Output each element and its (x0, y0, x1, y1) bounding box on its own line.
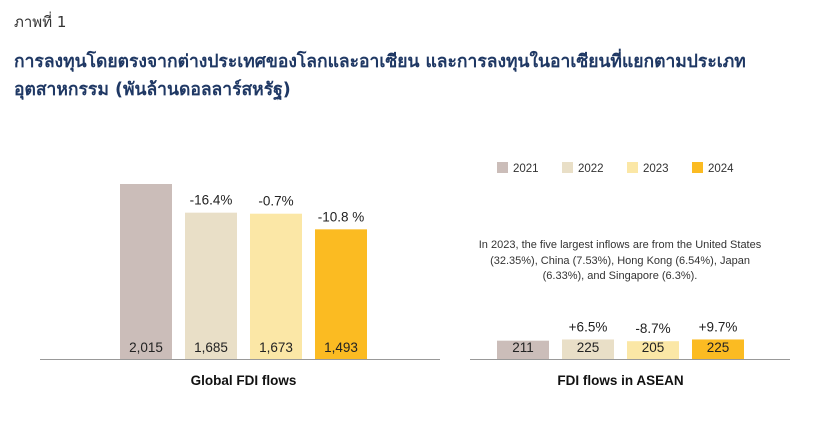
inflow-note: In 2023, the five largest inflows are fr… (478, 239, 762, 282)
bar-0-2022 (185, 212, 237, 359)
bar-change-label: -8.7% (635, 321, 670, 336)
bar-value-label: 1,685 (194, 340, 228, 355)
legend-label-2022: 2022 (578, 163, 604, 175)
legend-label-2024: 2024 (708, 163, 734, 175)
bar-1-2022 (562, 339, 614, 359)
bar-0-2021 (120, 184, 172, 359)
legend-swatch-2022 (562, 162, 573, 173)
bar-1-2023 (627, 341, 679, 359)
bar-1-2024 (692, 339, 744, 359)
legend-label-2021: 2021 (513, 163, 539, 175)
bar-0-2023 (250, 213, 302, 359)
chart-title: การลงทุนโดยตรงจากต่างประเทศของโลกและอาเซ… (14, 52, 746, 100)
bar-1-2021 (497, 340, 549, 359)
legend-label-2023: 2023 (643, 163, 669, 175)
figure-label: ภาพที่ 1 (14, 13, 67, 31)
bar-0-2024 (315, 229, 367, 359)
bar-change-label: -16.4% (190, 193, 233, 208)
bar-value-label: 1,493 (324, 340, 358, 355)
bar-value-label: 1,673 (259, 340, 293, 355)
bar-value-label: 225 (707, 340, 730, 355)
bar-value-label: 225 (577, 340, 600, 355)
group-label: FDI flows in ASEAN (557, 373, 683, 388)
legend-swatch-2024 (692, 162, 703, 173)
bar-change-label: +9.7% (699, 319, 738, 334)
legend-swatch-2021 (497, 162, 508, 173)
bar-value-label: 205 (642, 340, 665, 355)
bar-change-label: +6.5% (569, 319, 608, 334)
bar-value-label: 211 (512, 340, 534, 355)
bar-value-label: 2,015 (129, 340, 163, 355)
bar-change-label: -10.8 % (318, 209, 365, 224)
bar-change-label: -0.7% (258, 194, 293, 209)
group-label: Global FDI flows (191, 373, 297, 388)
legend-swatch-2023 (627, 162, 638, 173)
